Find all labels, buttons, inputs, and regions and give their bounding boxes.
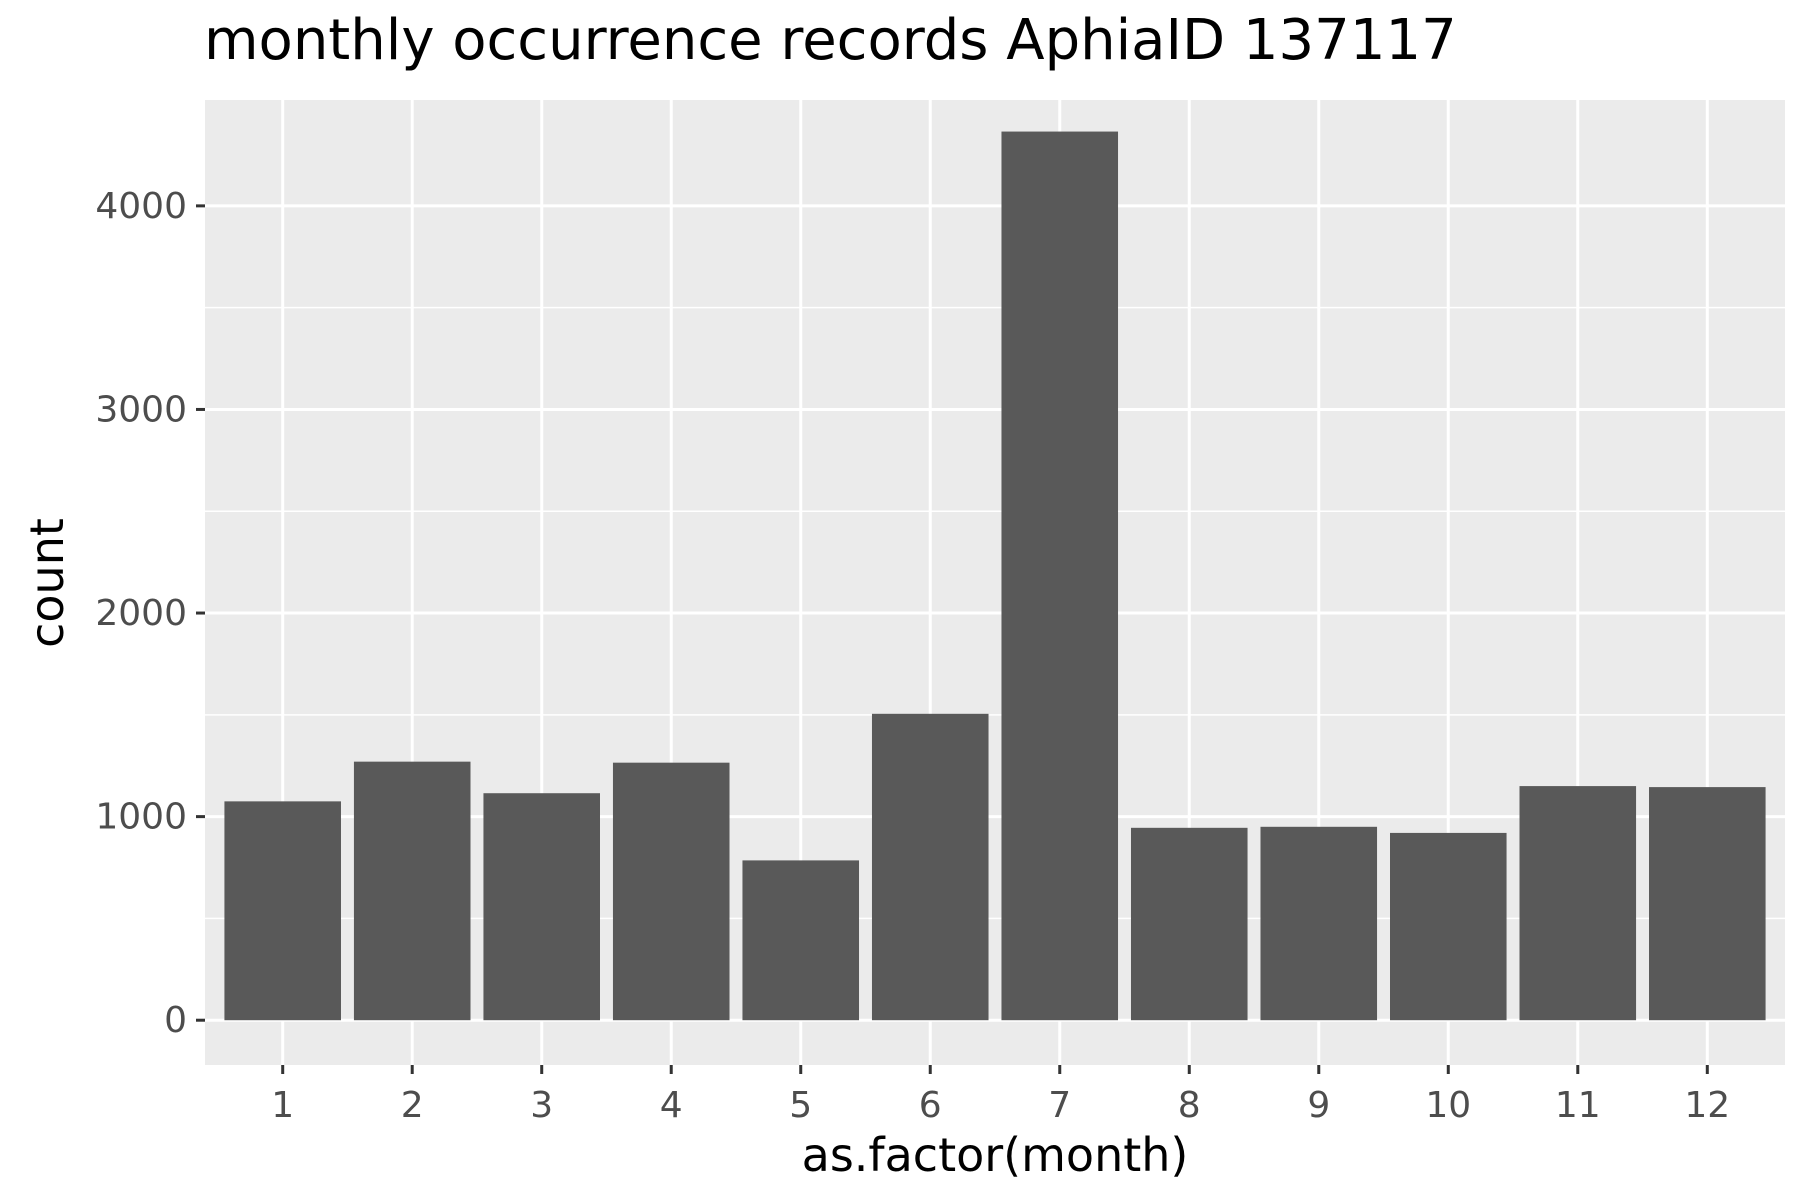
bar-month-4 [612,762,730,1021]
bar-month-12 [1649,787,1766,1021]
x-tick-label: 8 [1178,1085,1201,1126]
x-axis-title: as.factor(month) [801,1128,1189,1182]
bar-month-1 [224,801,341,1021]
bar-month-2 [353,761,471,1021]
y-tick-label: 2000 [95,593,187,634]
y-tick-label: 4000 [95,186,187,227]
bar-month-11 [1519,786,1637,1021]
y-tick-label: 0 [164,1000,187,1041]
bar-month-5 [742,860,860,1021]
bar-month-9 [1260,826,1378,1021]
bars [224,131,1766,1021]
x-axis-ticks: 1 2 3 4 5 6 7 8 9 10 11 12 [271,1065,1730,1126]
x-tick-label: 12 [1684,1085,1730,1126]
y-axis-title: count [20,518,74,648]
x-tick-label: 2 [401,1085,424,1126]
x-tick-label: 7 [1048,1085,1071,1126]
x-tick-label: 9 [1307,1085,1330,1126]
x-tick-label: 11 [1555,1085,1601,1126]
x-tick-label: 1 [271,1085,294,1126]
y-tick-label: 3000 [95,389,187,430]
x-tick-label: 10 [1425,1085,1471,1126]
y-axis-ticks: 0 1000 2000 3000 4000 [95,186,205,1041]
y-tick-label: 1000 [95,797,187,838]
bar-month-3 [483,793,600,1021]
x-tick-label: 6 [919,1085,942,1126]
chart-title: monthly occurrence records AphiaID 13711… [204,8,1457,73]
x-tick-label: 5 [789,1085,812,1126]
bar-month-7 [1001,131,1119,1021]
x-tick-label: 4 [660,1085,683,1126]
bar-month-8 [1130,827,1248,1021]
x-tick-label: 3 [530,1085,553,1126]
bar-month-6 [871,713,989,1021]
bar-month-10 [1390,832,1507,1021]
